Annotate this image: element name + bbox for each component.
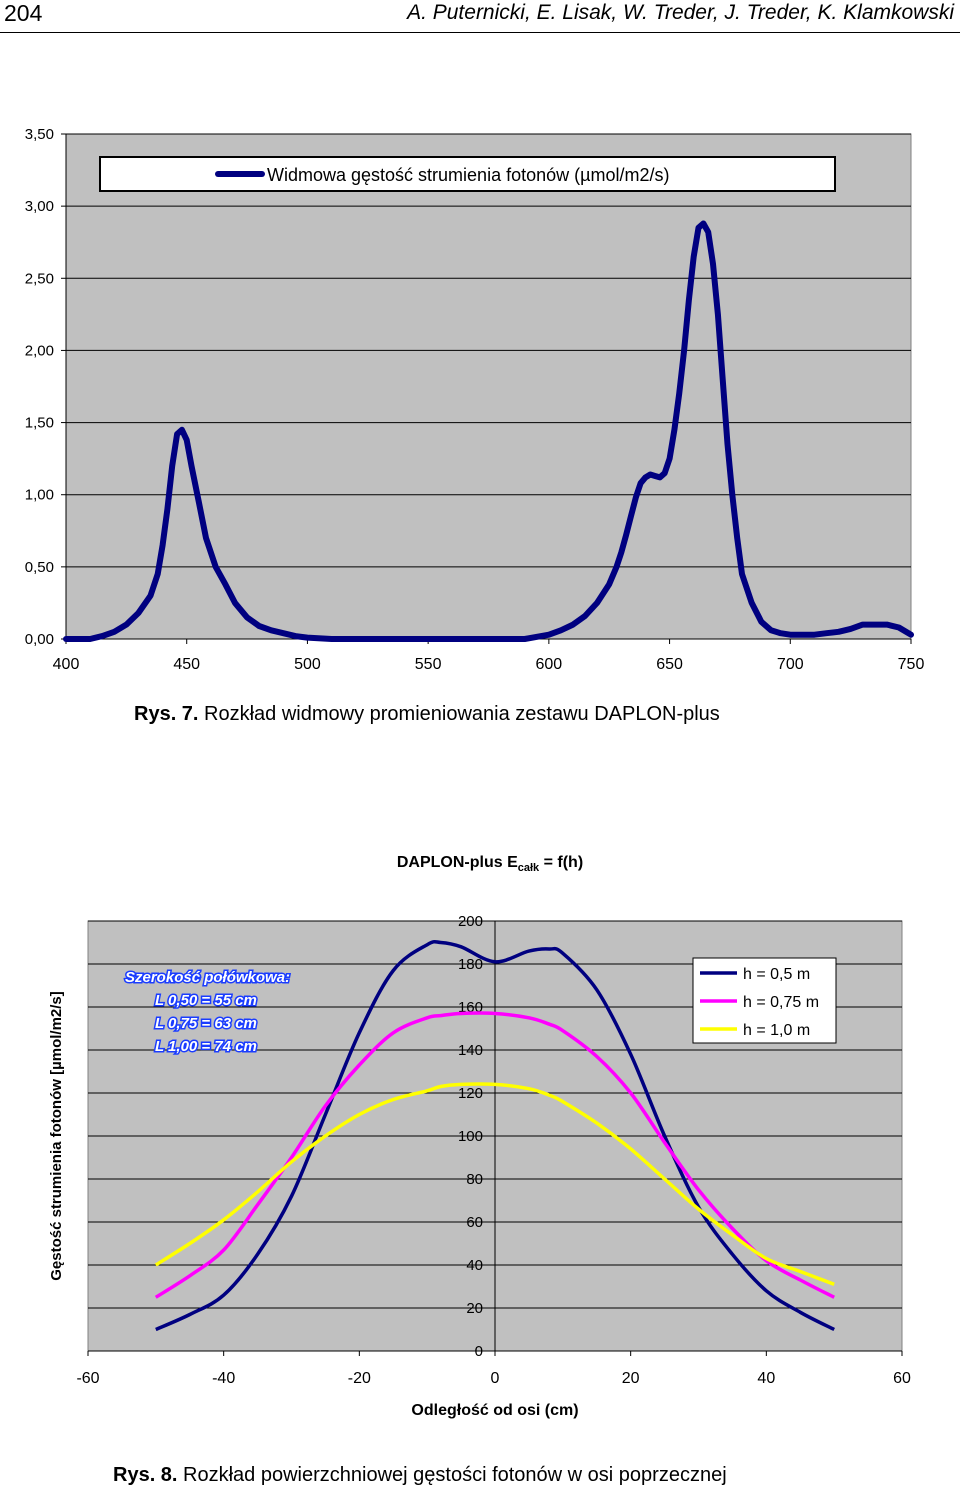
y-tick-label: 140 bbox=[458, 1042, 483, 1059]
spectral-distribution-chart: 0,00 0,50 1,00 1,50 2,00 2,50 3,00 3,50 400 450 50… bbox=[25, 126, 925, 673]
legend-label: h = 0,75 m bbox=[743, 994, 819, 1011]
header-rule bbox=[0, 32, 960, 33]
x-tick-label: 500 bbox=[294, 656, 321, 673]
x-tick-label: 40 bbox=[757, 1370, 775, 1387]
y-axis-title: Gęstość strumienia fotonów [µmol/m2/s] bbox=[48, 991, 65, 1281]
x-tick-label: -40 bbox=[212, 1370, 235, 1387]
y-tick-label: 0,50 bbox=[25, 559, 54, 576]
x-tick-label: 750 bbox=[898, 656, 925, 673]
x-tick-label: 550 bbox=[415, 656, 442, 673]
half-width-annotation-title: Szerokość połówkowa: bbox=[125, 969, 290, 986]
x-tick-label: 0 bbox=[491, 1370, 500, 1387]
figure-7-caption-text: Rozkład widmowy promieniowania zestawu D… bbox=[198, 703, 720, 725]
y-tick-label: 3,50 bbox=[25, 126, 54, 143]
y-tick-label: 3,00 bbox=[25, 198, 54, 215]
x-tick-label: 400 bbox=[53, 656, 80, 673]
half-width-annotation-line: L 0,50 = 55 cm bbox=[155, 992, 257, 1009]
chart-title-suffix: = f(h) bbox=[539, 854, 583, 871]
y-tick-label: 1,00 bbox=[25, 487, 54, 504]
x-axis-title: Odległość od osi (cm) bbox=[411, 1402, 578, 1419]
x-tick-label: -20 bbox=[348, 1370, 371, 1387]
y-tick-label: 60 bbox=[466, 1214, 483, 1231]
page-number: 204 bbox=[4, 0, 43, 26]
figure-7-caption: Rys. 7. Rozkład widmowy promieniowania z… bbox=[134, 703, 720, 726]
legend-label: h = 1,0 m bbox=[743, 1022, 810, 1039]
y-tick-label: 200 bbox=[458, 913, 483, 930]
x-tick-label: 650 bbox=[656, 656, 683, 673]
x-tick-label: 60 bbox=[893, 1370, 911, 1387]
figure-8-caption: Rys. 8. Rozkład powierzchniowej gęstości… bbox=[113, 1464, 727, 1487]
y-tick-label: 20 bbox=[466, 1300, 483, 1317]
legend-label: h = 0,5 m bbox=[743, 966, 810, 983]
y-tick-label: 180 bbox=[458, 956, 483, 973]
x-tick-label: 600 bbox=[536, 656, 563, 673]
spectrum-series-line bbox=[63, 220, 914, 642]
plot-area bbox=[65, 133, 912, 640]
y-tick-label: 100 bbox=[458, 1128, 483, 1145]
half-width-annotation-line: L 1,00 = 74 cm bbox=[155, 1038, 257, 1055]
running-header-authors: A. Puternicki, E. Lisak, W. Treder, J. T… bbox=[407, 1, 954, 24]
figure-8-caption-text: Rozkład powierzchniowej gęstości fotonów… bbox=[177, 1464, 727, 1486]
y-tick-label: 40 bbox=[466, 1257, 483, 1274]
y-tick-label: 2,00 bbox=[25, 342, 54, 359]
y-tick-label: 1,50 bbox=[25, 415, 54, 432]
chart-title-main: DAPLON-plus E bbox=[397, 854, 518, 871]
x-tick-label: 20 bbox=[622, 1370, 640, 1387]
figure-7-caption-label: Rys. 7. bbox=[134, 703, 199, 725]
y-tick-label: 120 bbox=[458, 1085, 483, 1102]
chart-title-subscript: całk bbox=[518, 862, 540, 874]
y-tick-label: 0,00 bbox=[25, 631, 54, 648]
x-tick-label: 700 bbox=[777, 656, 804, 673]
x-tick-label: -60 bbox=[76, 1370, 99, 1387]
x-tick-label: 450 bbox=[173, 656, 200, 673]
series-line bbox=[154, 1082, 835, 1286]
legend-label: Widmowa gęstość strumienia fotonów (µmol… bbox=[267, 165, 670, 185]
y-tick-label: 80 bbox=[466, 1171, 483, 1188]
figure-8-caption-label: Rys. 8. bbox=[113, 1464, 178, 1486]
half-width-annotation-line: L 0,75 = 63 cm bbox=[155, 1015, 257, 1032]
y-tick-label: 2,50 bbox=[25, 270, 54, 287]
chart-title: DAPLON-plus Ecałk = f(h) bbox=[397, 854, 583, 874]
